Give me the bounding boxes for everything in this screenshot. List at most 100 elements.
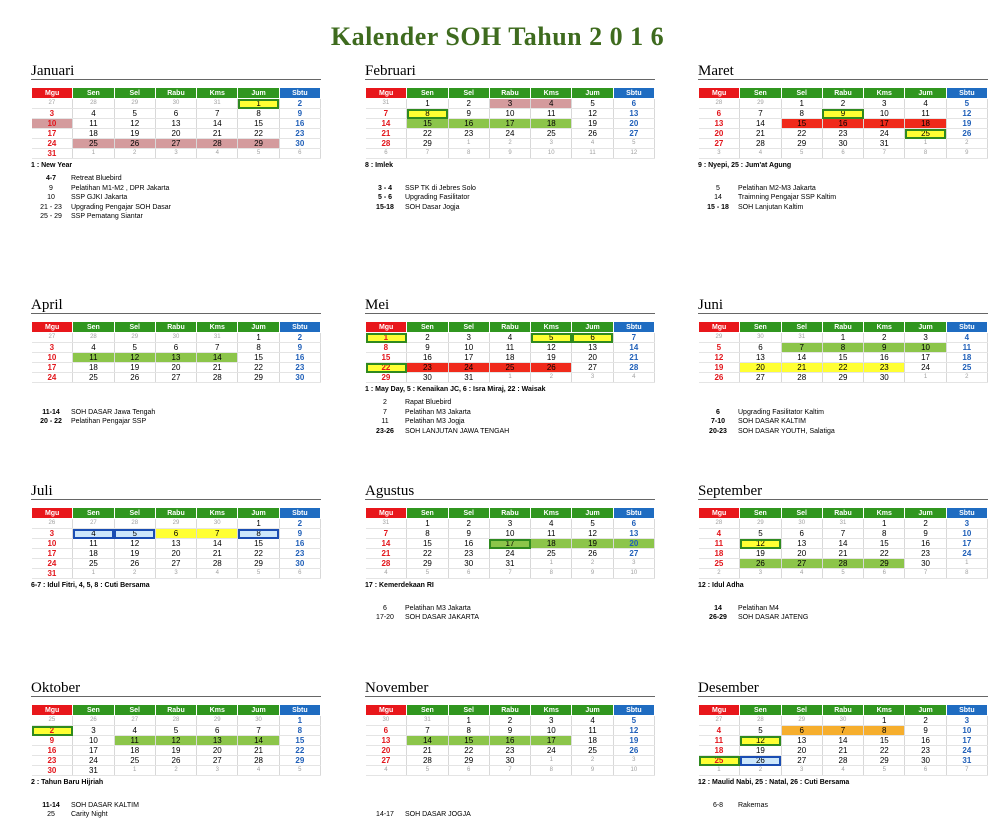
day-cell: 8 xyxy=(781,108,823,119)
day-cell: 4 xyxy=(196,568,239,579)
event-list: 11-14 SOH DASAR KALTIM 25 Carity Night xyxy=(31,791,321,820)
day-cell: 12 xyxy=(114,352,156,363)
day-cell: 10 xyxy=(530,725,573,736)
event-date: 11-14 xyxy=(42,801,60,809)
event-item: 20-23 SOH DASAR YOUTH, Salatiga xyxy=(698,427,988,437)
event-date: 7-10 xyxy=(710,418,725,425)
day-cell: 5 xyxy=(613,715,656,726)
day-cell: 8 xyxy=(448,725,490,736)
weekday-header: Sbtu xyxy=(278,704,322,716)
weekday-header: Kms xyxy=(863,704,906,716)
holiday-summary: 17 : Kemerdekaan RI xyxy=(365,582,434,589)
weekday-header: Mgu xyxy=(364,87,408,99)
event-date: 14 xyxy=(714,604,722,612)
weekday-header: Sbtu xyxy=(612,704,656,716)
day-cell: 3 xyxy=(31,528,74,539)
day-cell: 17 xyxy=(530,735,573,746)
day-cell: 29 xyxy=(365,372,408,383)
weekday-header: Kms xyxy=(530,704,573,716)
day-cell: 13 xyxy=(613,108,656,119)
month-oktober: Oktober Mgu Sen Sel Rabu Kms Jum Sbtu 25 26 27 28 29… xyxy=(30,680,322,820)
day-cell: 1 xyxy=(904,138,947,149)
weekday-header: Sen xyxy=(406,507,449,519)
day-cell: 30 xyxy=(279,372,322,383)
day-cell: 1 xyxy=(946,558,989,569)
day-cell: 23 xyxy=(279,128,322,139)
day-cell: 1 xyxy=(237,332,280,343)
day-cell: 13 xyxy=(155,538,198,549)
day-cell: 22 xyxy=(406,128,449,139)
weekday-header: Mgu xyxy=(697,87,741,99)
day-cell: 31 xyxy=(448,372,490,383)
day-cell: 2 xyxy=(904,518,947,529)
day-cell: 27 xyxy=(114,715,156,726)
day-cell: 29 xyxy=(406,558,449,569)
day-cell: 28 xyxy=(196,558,239,569)
weekday-header: Rabu xyxy=(154,507,198,519)
holiday-summary xyxy=(31,385,321,394)
day-cell: 5 xyxy=(114,342,156,353)
day-cell: 16 xyxy=(279,538,322,549)
day-cell: 7 xyxy=(196,342,239,353)
day-cell: 28 xyxy=(698,518,741,529)
day-cell: 1 xyxy=(781,98,823,109)
day-cell: 11 xyxy=(72,352,115,363)
weekday-header: Sel xyxy=(113,507,156,519)
day-cell: 8 xyxy=(946,568,989,579)
day-cell: 21 xyxy=(196,128,239,139)
day-cell: 31 xyxy=(489,558,532,569)
day-cell: 2 xyxy=(489,715,532,726)
day-cell: 18 xyxy=(72,128,115,139)
day-cell: 9 xyxy=(822,108,865,119)
day-cell: 17 xyxy=(489,118,532,129)
day-cell: 31 xyxy=(31,148,74,159)
month-mei: Mei Mgu Sen Sel Rabu Kms Jum Sbtu 1 2 3 4 5 6 7 8 9 10 11 1… xyxy=(364,297,656,436)
day-cell: 12 xyxy=(613,148,656,159)
weekday-header: Sel xyxy=(447,321,490,333)
day-cell: 11 xyxy=(489,342,532,353)
month-september: September Mgu Sen Sel Rabu Kms Jum Sbtu 28 29 30 31… xyxy=(697,483,989,623)
day-cell: 27 xyxy=(739,372,782,383)
day-cell: 27 xyxy=(698,138,741,149)
day-cell: 4 xyxy=(698,725,741,736)
day-cell: 29 xyxy=(448,755,490,766)
weekday-header: Mgu xyxy=(364,704,408,716)
day-cell: 8 xyxy=(904,148,947,159)
event-list: 14-17 SOH DASAR JOGJA xyxy=(365,791,655,820)
month-februari: Februari Mgu Sen Sel Rabu Kms Jum Sbtu 31 1 2 3 4 5 6 7… xyxy=(364,63,656,212)
day-cell: 5 xyxy=(739,725,782,736)
month-table: Mgu Sen Sel Rabu Kms Jum Sbtu 27 28 29 30 1 2 3 4 5 6 7 8 9… xyxy=(697,704,989,776)
day-cell: 4 xyxy=(365,568,408,579)
day-cell: 4 xyxy=(698,528,741,539)
day-cell: 10 xyxy=(946,528,989,539)
weekday-header: Sen xyxy=(739,704,782,716)
weekday-header: Mgu xyxy=(364,507,408,519)
event-item: 6-8 Rakernas xyxy=(698,801,988,811)
day-cell: 24 xyxy=(489,548,532,559)
day-cell: 13 xyxy=(781,538,823,549)
day-cell: 3 xyxy=(613,755,656,766)
day-cell: 13 xyxy=(698,118,741,129)
weekday-header: Sbtu xyxy=(945,704,989,716)
day-cell: 27 xyxy=(365,755,408,766)
day-cell: 7 xyxy=(863,148,906,159)
day-cell: 28 xyxy=(406,755,449,766)
day-cell: 17 xyxy=(31,548,74,559)
day-cell: 6 xyxy=(822,148,865,159)
event-text: SOH DASAR JATENG xyxy=(738,614,809,621)
event-item xyxy=(31,791,321,801)
day-cell: 1 xyxy=(530,558,573,569)
weekday-header: Sen xyxy=(406,704,449,716)
month-table: Mgu Sen Sel Rabu Kms Jum Sbtu 28 29 30 31 1 2 3 4 5 6 7 8 9… xyxy=(697,507,989,579)
day-cell: 31 xyxy=(406,715,449,726)
day-cell: 13 xyxy=(196,735,239,746)
month-name: April xyxy=(31,297,321,314)
day-cell: 10 xyxy=(31,352,74,363)
event-text: Upgrading Pengajar SOH Dasar xyxy=(71,203,171,211)
day-cell: 30 xyxy=(904,755,947,766)
weekday-header: Kms xyxy=(863,87,906,99)
day-cell: 14 xyxy=(822,735,865,746)
day-cell: 21 xyxy=(822,548,865,559)
month-november: November Mgu Sen Sel Rabu Kms Jum Sbtu 30 31 1 2 3 4 5… xyxy=(364,680,656,820)
day-cell: 26 xyxy=(698,372,741,383)
